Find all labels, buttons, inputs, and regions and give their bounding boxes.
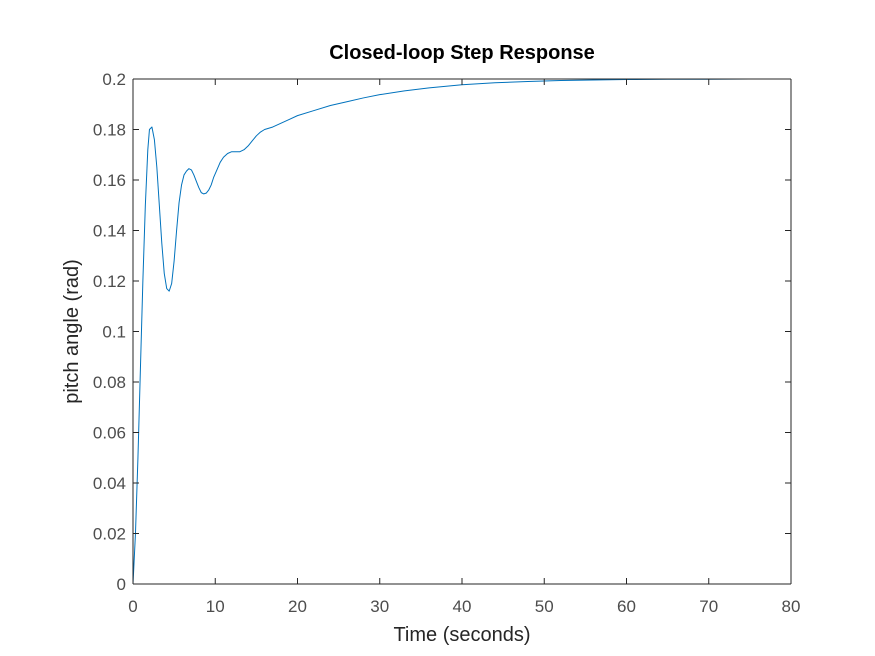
- x-tick-label: 10: [206, 597, 225, 616]
- y-tick-label: 0.08: [93, 373, 126, 392]
- x-tick-label: 40: [453, 597, 472, 616]
- x-axis-label: Time (seconds): [393, 624, 530, 646]
- y-tick-label: 0.06: [93, 424, 126, 443]
- y-tick-label: 0.04: [93, 474, 126, 493]
- x-tick-label: 50: [535, 597, 554, 616]
- x-tick-label: 30: [370, 597, 389, 616]
- y-tick-label: 0.1: [102, 323, 126, 342]
- y-tick-label: 0.2: [102, 70, 126, 89]
- y-tick-label: 0.16: [93, 171, 126, 190]
- y-tick-label: 0: [117, 575, 126, 594]
- y-axis-label: pitch angle (rad): [61, 259, 83, 404]
- y-tick-label: 0.12: [93, 272, 126, 291]
- series-layer: [132, 78, 791, 585]
- y-tick-label: 0.18: [93, 121, 126, 140]
- series-line-0: [132, 78, 791, 585]
- y-tick-label: 0.14: [93, 222, 126, 241]
- chart-title: Closed-loop Step Response: [329, 42, 595, 64]
- plot-area: [133, 79, 791, 584]
- x-tick-label: 0: [128, 597, 137, 616]
- tick-marks: [132, 78, 792, 585]
- x-tick-label: 20: [288, 597, 307, 616]
- y-tick-label: 0.02: [93, 525, 126, 544]
- x-tick-label: 70: [699, 597, 718, 616]
- y-tick-labels: 0 0.02 0.04 0.06 0.08 0.1 0.12 0.14 0.16 0.18 0.2: [93, 70, 126, 594]
- x-tick-labels: 0 10 20 30 40 50 60 70 80: [128, 597, 800, 616]
- x-tick-label: 80: [782, 597, 801, 616]
- x-tick-label: 60: [617, 597, 636, 616]
